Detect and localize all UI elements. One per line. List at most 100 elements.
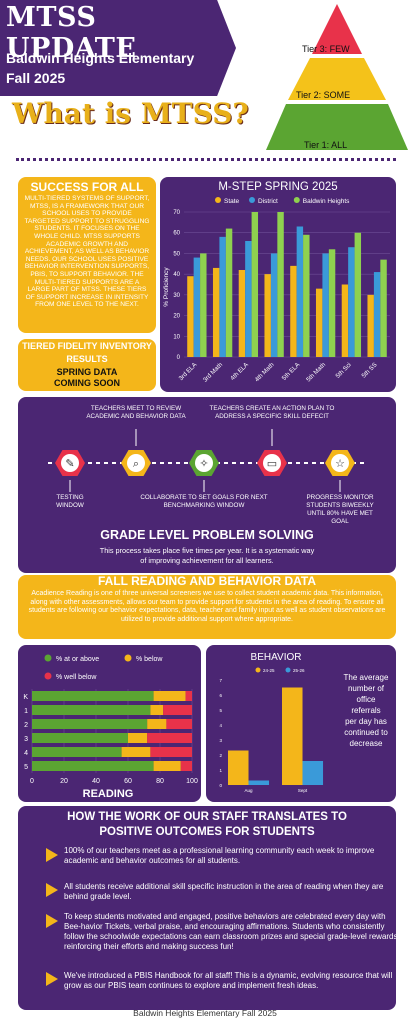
y-tick-label: 3 (219, 738, 222, 743)
mstep-chart: M-STEP SPRING 2025 State District Baldwin H… (163, 181, 390, 384)
y-tick-label: 0 (177, 355, 181, 361)
page-title: MTSS UPDATE (6, 2, 137, 64)
x-tick-label: 5th Math (305, 361, 327, 383)
legend-label: 25-26 (293, 668, 305, 673)
bar-segment (32, 719, 148, 729)
step-label: PROGRESS MONITOR STUDENTS BIWEEKLY UNTIL 8… (306, 494, 374, 525)
y-tick-label: 4 (24, 750, 28, 757)
legend-swatch (293, 197, 300, 203)
bar (303, 234, 310, 357)
x-tick-label: Sept (298, 788, 308, 793)
step-badge (61, 454, 79, 472)
legend-label: Baldwin Heights (303, 198, 350, 205)
term-label: Fall 2025 (6, 70, 66, 86)
bar-segment (32, 733, 128, 743)
step-badge (195, 454, 213, 472)
y-tick-label: 30 (173, 293, 180, 299)
x-tick-label: 3rd Math (202, 361, 225, 384)
x-tick-label: 80 (156, 778, 164, 785)
mstep-chart-panel: M-STEP SPRING 2025 State District Baldwin H… (160, 177, 396, 392)
x-tick-label: Aug (245, 788, 254, 793)
legend-label: % below (136, 656, 163, 663)
outcomes-title: HOW THE WORK OF OUR STAFF TRANSLATES TO … (18, 810, 396, 840)
outcome-item: 100% of our teachers meet as a professio… (64, 846, 375, 865)
y-tick-label: 7 (219, 678, 222, 683)
tier-1-label: Tier 1: ALL (304, 140, 347, 150)
x-tick-label: 3rd ELA (178, 361, 199, 382)
legend-swatch (285, 667, 291, 673)
bar (219, 236, 226, 357)
x-tick-label: 5th ELA (281, 361, 302, 382)
bar (212, 267, 220, 357)
behavior-chart-panel: BEHAVIOR 24-25 25-26 0 1 2 3 4 5 6 7 Aug Sept The ave… (206, 645, 396, 802)
legend-label: State (224, 198, 240, 205)
step-label: TEACHERS MEET TO REVIEW ACADEMIC AND BEHA… (86, 405, 186, 420)
outcome-item: All students receive additional skill sp… (64, 882, 384, 901)
y-tick-label: 1 (24, 708, 28, 715)
bar (200, 253, 207, 357)
bar-segment (180, 761, 192, 771)
bar (238, 270, 246, 357)
bar (277, 212, 284, 357)
bar (193, 257, 201, 357)
arrow-icon (46, 972, 58, 986)
outcomes-panel: HOW THE WORK OF OUR STAFF TRANSLATES TO … (18, 806, 400, 1010)
bar-segment (185, 691, 192, 701)
bar (328, 249, 336, 357)
legend-swatch (255, 667, 261, 673)
y-tick-label: 5 (219, 708, 222, 713)
tiered-title: TIERED FIDELITY INVENTORY RESULTS (22, 341, 152, 364)
y-axis-label: % Proficiency (163, 267, 170, 307)
y-tick-label: 2 (219, 753, 222, 758)
bar (348, 247, 355, 357)
bar-segment (121, 747, 151, 757)
problem-solving-panel: ✎ ⌕ ✧ ▭ ☆ TEACHERS MEET TO REVIEW ACADEMIC AND… (18, 397, 396, 573)
laptop-icon: ▭ (267, 458, 277, 470)
bar-segment (150, 747, 192, 757)
outcomes-title-line-1: HOW THE WORK OF OUR STAFF TRANSLATES TO (67, 811, 347, 823)
y-tick-label: 70 (173, 210, 180, 216)
bar (264, 274, 271, 357)
chart-title: M-STEP SPRING 2025 (218, 181, 337, 193)
tier-3-shape (312, 4, 362, 54)
arrow-icon (46, 914, 58, 928)
x-tick-label: 0 (30, 778, 34, 785)
bar (367, 294, 374, 357)
legend-label: % well below (56, 674, 97, 681)
step-badge (127, 454, 145, 472)
step-badge (331, 454, 349, 472)
fall-data-panel (18, 575, 396, 639)
tier-2-shape (288, 58, 386, 100)
bar (187, 276, 194, 357)
behavior-chart: BEHAVIOR 24-25 25-26 0 1 2 3 4 5 6 7 Aug Sept The ave… (219, 652, 389, 793)
bar (315, 288, 323, 357)
bar-segment (32, 761, 154, 771)
y-tick-label: 5 (24, 764, 28, 771)
bar (341, 284, 349, 357)
process-heading: GRADE LEVEL PROBLEM SOLVING (100, 528, 313, 542)
success-body: Multi-tiered Systems of Support, MTSS, i… (24, 195, 150, 309)
bar (251, 212, 259, 357)
tier-1-shape (266, 104, 408, 150)
y-tick-label: 3 (24, 736, 28, 743)
bar (290, 265, 297, 357)
bar-segment (166, 719, 192, 729)
bar (354, 232, 362, 357)
legend-swatch (44, 654, 52, 662)
x-tick-label: 5th SS (360, 361, 378, 379)
y-tick-label: K (23, 694, 28, 701)
bar-segment (147, 719, 167, 729)
x-tick-label: 20 (60, 778, 68, 785)
y-tick-label: 4 (219, 723, 222, 728)
section-divider (16, 158, 396, 161)
reading-chart-panel: % at or above % below % well below 0 20 40 60 8… (18, 645, 201, 802)
tiered-body: SPRING DATA COMING SOON (18, 367, 156, 389)
y-tick-label: 40 (173, 272, 180, 278)
tier-3-label: Tier 3: FEW (302, 44, 350, 54)
y-tick-label: 2 (24, 722, 28, 729)
y-tick-label: 20 (173, 314, 180, 320)
bar-segment (150, 705, 164, 715)
bar (373, 272, 381, 357)
y-tick-label: 10 (173, 334, 180, 340)
tier-2-label: Tier 2: SOME (296, 90, 350, 100)
